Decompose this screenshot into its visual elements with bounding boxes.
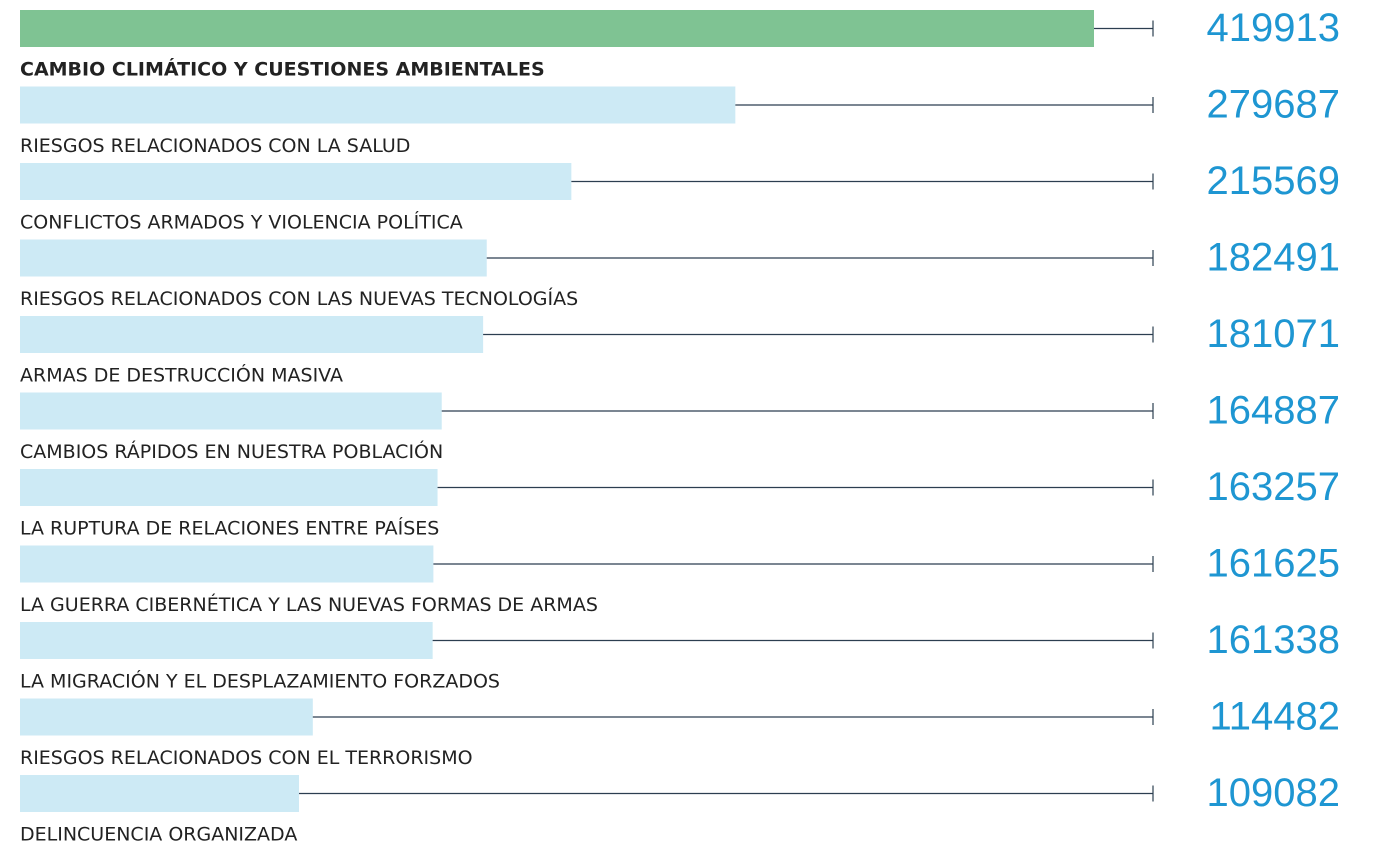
bar (20, 775, 299, 812)
bar (20, 239, 487, 277)
value-label: 163257 (1207, 465, 1340, 509)
value-label: 109082 (1207, 771, 1340, 815)
value-label: 114482 (1209, 695, 1340, 739)
bar (20, 316, 484, 353)
bar (20, 163, 572, 200)
value-label: 161625 (1207, 542, 1340, 586)
value-label: 279687 (1207, 83, 1340, 127)
category-label: RIESGOS RELACIONADOS CON LA SALUD (20, 135, 410, 157)
bar (20, 545, 434, 583)
category-label: CAMBIO CLIMÁTICO Y CUESTIONES AMBIENTALE… (20, 58, 545, 81)
value-label: 161338 (1207, 618, 1340, 662)
value-label: 182491 (1207, 236, 1340, 280)
value-label: 164887 (1207, 389, 1340, 433)
bar (20, 469, 438, 506)
category-label: CONFLICTOS ARMADOS Y VIOLENCIA POLÍTICA (20, 211, 463, 234)
bar (20, 698, 313, 736)
value-label: 215569 (1207, 159, 1340, 203)
bar (20, 86, 736, 124)
category-label: RIESGOS RELACIONADOS CON EL TERRORISMO (20, 747, 473, 769)
value-label: 181071 (1207, 312, 1340, 356)
category-label: RIESGOS RELACIONADOS CON LAS NUEVAS TECN… (20, 287, 578, 310)
category-label: ARMAS DE DESTRUCCIÓN MASIVA (20, 363, 343, 387)
category-label: LA RUPTURA DE RELACIONES ENTRE PAÍSES (20, 517, 439, 540)
bar (20, 622, 433, 659)
category-label: CAMBIOS RÁPIDOS EN NUESTRA POBLACIÓN (20, 439, 443, 463)
value-label: 419913 (1207, 6, 1340, 50)
bar (20, 10, 1094, 47)
category-label: LA GUERRA CIBERNÉTICA Y LAS NUEVAS FORMA… (20, 593, 598, 616)
category-label: DELINCUENCIA ORGANIZADA (20, 824, 297, 846)
category-label: LA MIGRACIÓN Y EL DESPLAZAMIENTO FORZADO… (20, 669, 500, 693)
bar (20, 392, 442, 430)
